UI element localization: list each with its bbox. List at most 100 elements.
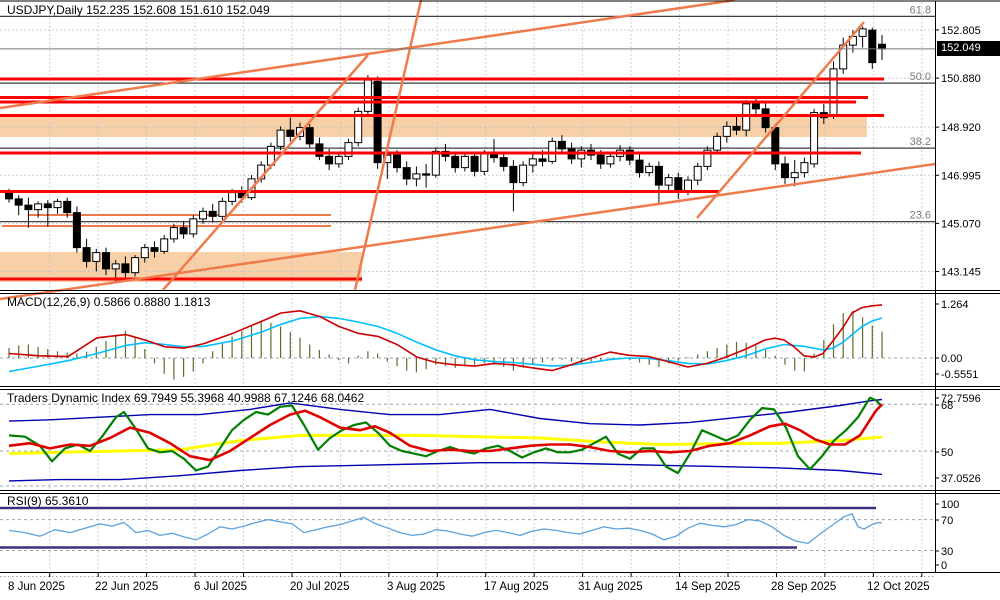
candle-body [208, 210, 217, 217]
candlestick [781, 156, 789, 184]
candlestick [131, 255, 140, 277]
candle-body [412, 173, 421, 180]
fib-level-label: 23.6 [910, 210, 931, 222]
candle-body [286, 129, 295, 137]
trendline-channel-upper[interactable] [0, 0, 736, 110]
trendline-steep-june-rally[interactable] [162, 54, 369, 291]
rsi-axis-label: 30 [941, 546, 953, 558]
tdi-panel-title: Traders Dynamic Index 69.7949 55.3968 40… [7, 391, 365, 405]
candle-body [548, 140, 557, 162]
candlestick [121, 256, 130, 281]
candlestick [732, 115, 741, 136]
candlestick [412, 166, 421, 187]
candle-body [519, 164, 528, 184]
candlestick [509, 160, 518, 212]
candlestick [577, 146, 586, 168]
rsi-axis-label: 0 [941, 560, 947, 572]
candle-body [460, 155, 469, 169]
candlestick [363, 75, 372, 116]
trendline-steep-july-spike[interactable] [353, 0, 423, 291]
candle-body [14, 198, 23, 206]
candlestick [169, 223, 178, 243]
candlestick [422, 163, 431, 188]
candlestick [305, 123, 314, 148]
tdi-signal-line [8, 403, 883, 462]
candlestick [276, 126, 285, 151]
candle-body [790, 172, 799, 179]
candle-body [228, 192, 237, 202]
candle-body [63, 200, 72, 214]
candle-body [34, 203, 43, 211]
candle-body [160, 238, 169, 252]
candle-body [325, 155, 334, 165]
candlestick [286, 117, 295, 142]
price-axis-label: 146.995 [941, 170, 981, 182]
candlestick [790, 160, 799, 187]
candle-body [781, 163, 789, 179]
date-label: 28 Sep 2025 [771, 581, 836, 593]
date-label: 12 Oct 2025 [867, 581, 930, 593]
candlestick [674, 172, 683, 199]
candlestick [72, 206, 81, 253]
candle-body [625, 149, 634, 161]
candlestick [218, 197, 227, 221]
candle-body [635, 159, 644, 174]
candlestick [451, 151, 460, 173]
supply-demand-zone[interactable] [0, 252, 362, 282]
price-axis-label: 148.920 [941, 122, 981, 134]
tdi-upper-band-line [8, 398, 883, 426]
fib-level-label: 50.0 [910, 71, 931, 83]
candle-body [422, 173, 431, 176]
candle-body [868, 29, 877, 64]
candlestick [140, 243, 149, 263]
candle-body [654, 165, 663, 186]
candlestick [528, 152, 537, 173]
macd-axis-label: -0.5551 [941, 369, 978, 381]
candle-body [373, 80, 382, 164]
date-label: 8 Jun 2025 [8, 581, 65, 593]
candlestick [34, 201, 43, 218]
candlestick [460, 152, 469, 172]
candle-body [305, 127, 314, 145]
candlestick [548, 137, 557, 164]
candle-body [761, 108, 770, 129]
macd-main-line [8, 304, 883, 372]
candle-body [315, 143, 324, 157]
tdi-axis-label: 72.7596 [941, 393, 981, 405]
candle-body [363, 79, 372, 112]
candle-body [121, 263, 130, 274]
trendline-october-rally[interactable] [696, 21, 865, 219]
candle-body [393, 154, 401, 169]
candlestick [654, 161, 663, 203]
price-axis-label: 152.805 [941, 25, 981, 37]
candle-body [509, 165, 518, 184]
candlestick [800, 157, 809, 178]
candle-body [189, 218, 198, 235]
candle-body [199, 210, 207, 220]
candlestick [102, 247, 110, 276]
candlestick [722, 121, 731, 143]
candle-body [732, 125, 741, 131]
candlestick [150, 241, 159, 258]
candle-body [131, 257, 140, 274]
trendline-channel-lower[interactable] [0, 162, 936, 301]
candlestick [878, 34, 886, 60]
candle-body [751, 103, 760, 110]
candle-body [179, 227, 188, 235]
candle-body [82, 247, 91, 262]
price-axis-label: 150.880 [941, 73, 981, 85]
candle-body [480, 153, 489, 172]
supply-demand-zone[interactable] [0, 115, 867, 137]
candlestick [344, 138, 353, 161]
candle-body [354, 110, 363, 144]
candlestick [470, 151, 479, 177]
candle-body [451, 155, 460, 169]
date-label: 6 Jul 2025 [194, 581, 247, 593]
candle-body [5, 192, 13, 200]
candlestick [92, 248, 101, 272]
current-price-label: 152.049 [937, 41, 1000, 56]
candle-body [684, 179, 692, 192]
candle-body [674, 177, 683, 192]
